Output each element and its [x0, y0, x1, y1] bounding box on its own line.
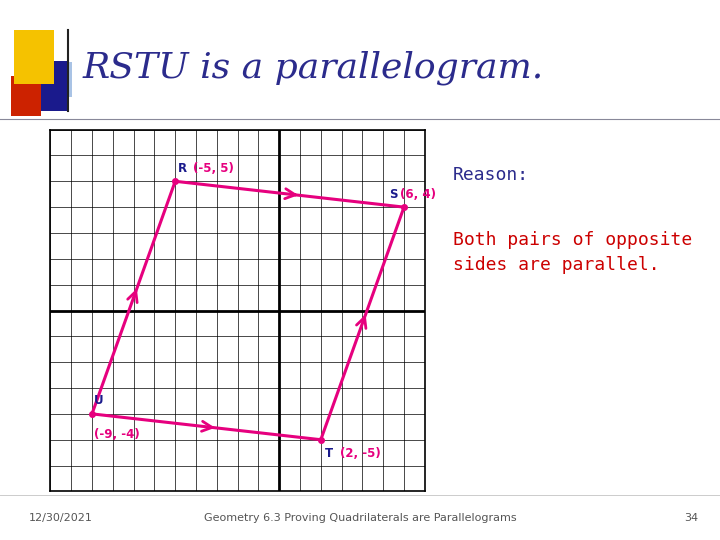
Text: S: S — [390, 188, 397, 201]
Text: (-5, 5): (-5, 5) — [193, 162, 234, 175]
Text: Reason:: Reason: — [453, 166, 529, 184]
Text: R: R — [179, 162, 187, 175]
Text: (6, 4): (6, 4) — [400, 188, 436, 201]
Text: 34: 34 — [684, 513, 698, 523]
Text: Both pairs of opposite
sides are parallel.: Both pairs of opposite sides are paralle… — [453, 231, 692, 274]
Text: (-9, -4): (-9, -4) — [94, 428, 140, 441]
Text: U: U — [94, 394, 104, 407]
Text: (2, -5): (2, -5) — [340, 448, 380, 461]
Text: 12/30/2021: 12/30/2021 — [29, 513, 93, 523]
Text: Geometry 6.3 Proving Quadrilaterals are Parallelograms: Geometry 6.3 Proving Quadrilaterals are … — [204, 513, 516, 523]
Text: RSTU is a parallelogram.: RSTU is a parallelogram. — [83, 50, 544, 85]
Text: T: T — [325, 448, 333, 461]
